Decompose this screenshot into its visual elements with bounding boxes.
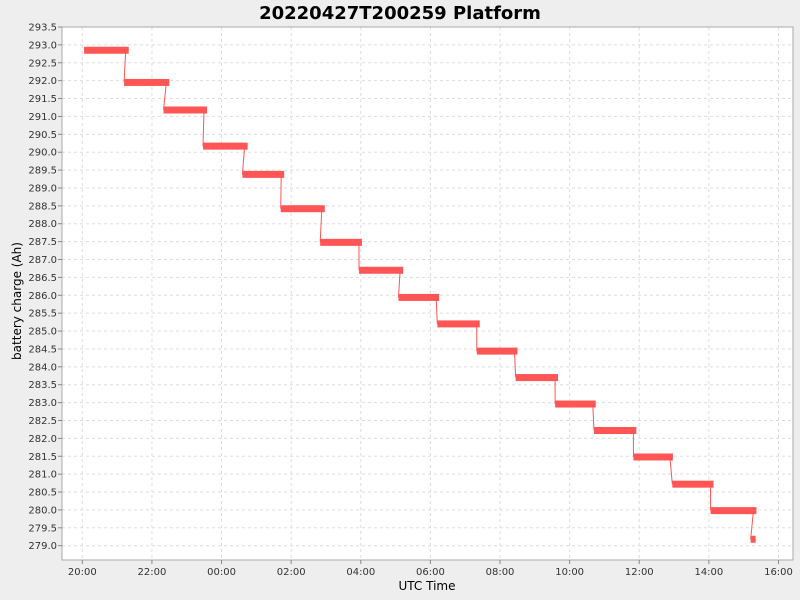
series-connector — [123, 50, 127, 83]
y-axis-title: battery charge (Ah) — [10, 242, 24, 360]
data-point-segment — [280, 205, 325, 213]
x-tick-label: 02:00 — [277, 567, 306, 578]
y-tick-label: 280.5 — [28, 488, 57, 499]
data-point-segment — [202, 142, 248, 150]
y-tick-label: 291.0 — [28, 112, 57, 123]
x-tick-label: 08:00 — [486, 567, 515, 578]
y-tick-label: 283.5 — [28, 380, 57, 391]
y-tick-label: 287.5 — [28, 237, 57, 248]
x-axis-title: UTC Time — [399, 579, 456, 593]
data-point-segment — [672, 480, 714, 488]
data-point-segment — [437, 320, 480, 328]
x-tick-label: 12:00 — [625, 567, 654, 578]
series-connector — [319, 208, 323, 243]
data-point-segment — [242, 170, 285, 178]
series-connector — [435, 297, 438, 324]
data-point-segment — [633, 453, 673, 461]
y-tick-label: 288.0 — [28, 219, 57, 230]
data-point-segment — [398, 293, 440, 301]
data-point-segment — [515, 374, 559, 382]
y-tick-label: 292.0 — [28, 76, 57, 87]
x-tick-label: 04:00 — [346, 567, 375, 578]
data-point-segment — [124, 78, 170, 86]
series-connector — [592, 404, 595, 431]
y-tick-label: 280.0 — [28, 505, 57, 516]
y-tick-label: 282.5 — [28, 416, 57, 427]
data-point-segment — [359, 266, 404, 274]
y-tick-label: 288.5 — [28, 201, 57, 212]
y-tick-label: 293.5 — [28, 23, 57, 34]
x-tick-label: 20:00 — [68, 567, 97, 578]
series-connector — [202, 109, 205, 147]
y-axis-ticks: 279.0 279.5 280.0 280.5 281.0 281.5 282.0 282.5… — [28, 23, 62, 552]
x-tick-label: 22:00 — [138, 567, 167, 578]
x-tick-label: 16:00 — [764, 567, 793, 578]
y-tick-label: 290.5 — [28, 130, 57, 141]
data-point-segment — [84, 46, 129, 54]
y-tick-label: 281.0 — [28, 470, 57, 481]
data-point-segment — [163, 106, 208, 114]
series-connector — [163, 82, 167, 111]
data-point-segment — [750, 535, 756, 543]
data-point-segment — [555, 400, 596, 408]
y-tick-label: 290.0 — [28, 148, 57, 159]
y-tick-label: 286.0 — [28, 291, 57, 302]
x-tick-label: 00:00 — [207, 567, 236, 578]
y-tick-label: 281.5 — [28, 452, 57, 463]
data-point-segment — [594, 427, 637, 435]
plot-border — [61, 26, 794, 561]
y-tick-label: 285.0 — [28, 327, 57, 338]
x-tick-label: 14:00 — [694, 567, 723, 578]
chart-title: 20220427T200259 Platform — [259, 3, 541, 24]
series-connector — [669, 456, 673, 485]
x-tick-label: 06:00 — [416, 567, 445, 578]
y-tick-label: 282.0 — [28, 434, 57, 445]
y-tick-label: 283.0 — [28, 398, 57, 409]
y-tick-label: 279.5 — [28, 523, 57, 534]
data-point-segment — [320, 238, 362, 246]
y-tick-label: 293.0 — [28, 40, 57, 51]
series-connector — [750, 510, 754, 540]
y-tick-label: 284.0 — [28, 362, 57, 373]
battery-charge-series — [84, 46, 757, 543]
y-tick-label: 285.5 — [28, 309, 57, 320]
x-tick-label: 10:00 — [555, 567, 584, 578]
series-connector — [397, 270, 401, 298]
y-tick-label: 289.5 — [28, 166, 57, 177]
y-tick-label: 284.5 — [28, 344, 57, 355]
data-point-segment — [476, 347, 518, 355]
y-tick-label: 292.5 — [28, 58, 57, 69]
y-tick-label: 287.0 — [28, 255, 57, 266]
series-connector — [241, 146, 246, 175]
series-connector — [513, 351, 517, 378]
x-axis-ticks: 20:00 22:00 00:00 02:00 04:00 06:00 08:00 10:00… — [68, 560, 793, 578]
y-tick-label: 291.5 — [28, 94, 57, 105]
data-point-segment — [710, 507, 757, 515]
y-tick-label: 279.0 — [28, 541, 57, 552]
y-tick-label: 286.5 — [28, 273, 57, 284]
y-tick-label: 289.0 — [28, 183, 57, 194]
